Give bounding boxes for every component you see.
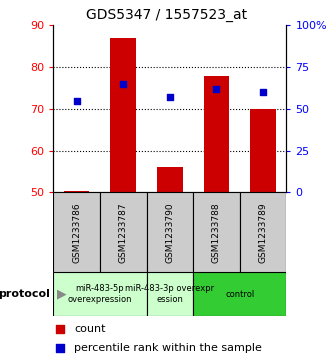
Bar xyxy=(240,192,286,272)
Text: GSM1233788: GSM1233788 xyxy=(212,202,221,263)
Bar xyxy=(53,192,100,272)
Text: GSM1233789: GSM1233789 xyxy=(258,202,268,263)
Text: count: count xyxy=(74,323,106,334)
Bar xyxy=(204,76,229,192)
Text: miR-483-3p overexpr
ession: miR-483-3p overexpr ession xyxy=(125,284,214,304)
Text: GSM1233786: GSM1233786 xyxy=(72,202,81,263)
Text: GDS5347 / 1557523_at: GDS5347 / 1557523_at xyxy=(86,8,247,22)
Bar xyxy=(147,192,193,272)
Bar xyxy=(193,272,286,316)
Point xyxy=(214,86,219,92)
Bar xyxy=(147,272,193,316)
Bar xyxy=(250,109,276,192)
Text: GSM1233790: GSM1233790 xyxy=(165,202,174,263)
Text: percentile rank within the sample: percentile rank within the sample xyxy=(74,343,262,354)
Bar xyxy=(157,167,183,192)
Bar xyxy=(193,192,240,272)
Text: miR-483-5p
overexpression: miR-483-5p overexpression xyxy=(68,284,132,304)
Text: ▶: ▶ xyxy=(57,287,66,301)
Bar xyxy=(53,272,147,316)
Text: protocol: protocol xyxy=(0,289,50,299)
Text: GSM1233787: GSM1233787 xyxy=(119,202,128,263)
Point xyxy=(260,89,266,95)
Point xyxy=(121,81,126,87)
Bar xyxy=(100,192,147,272)
Point xyxy=(58,326,63,331)
Bar xyxy=(111,38,136,192)
Text: control: control xyxy=(225,290,254,298)
Bar xyxy=(64,191,89,192)
Point xyxy=(167,94,172,100)
Point xyxy=(58,346,63,351)
Point xyxy=(74,98,79,103)
